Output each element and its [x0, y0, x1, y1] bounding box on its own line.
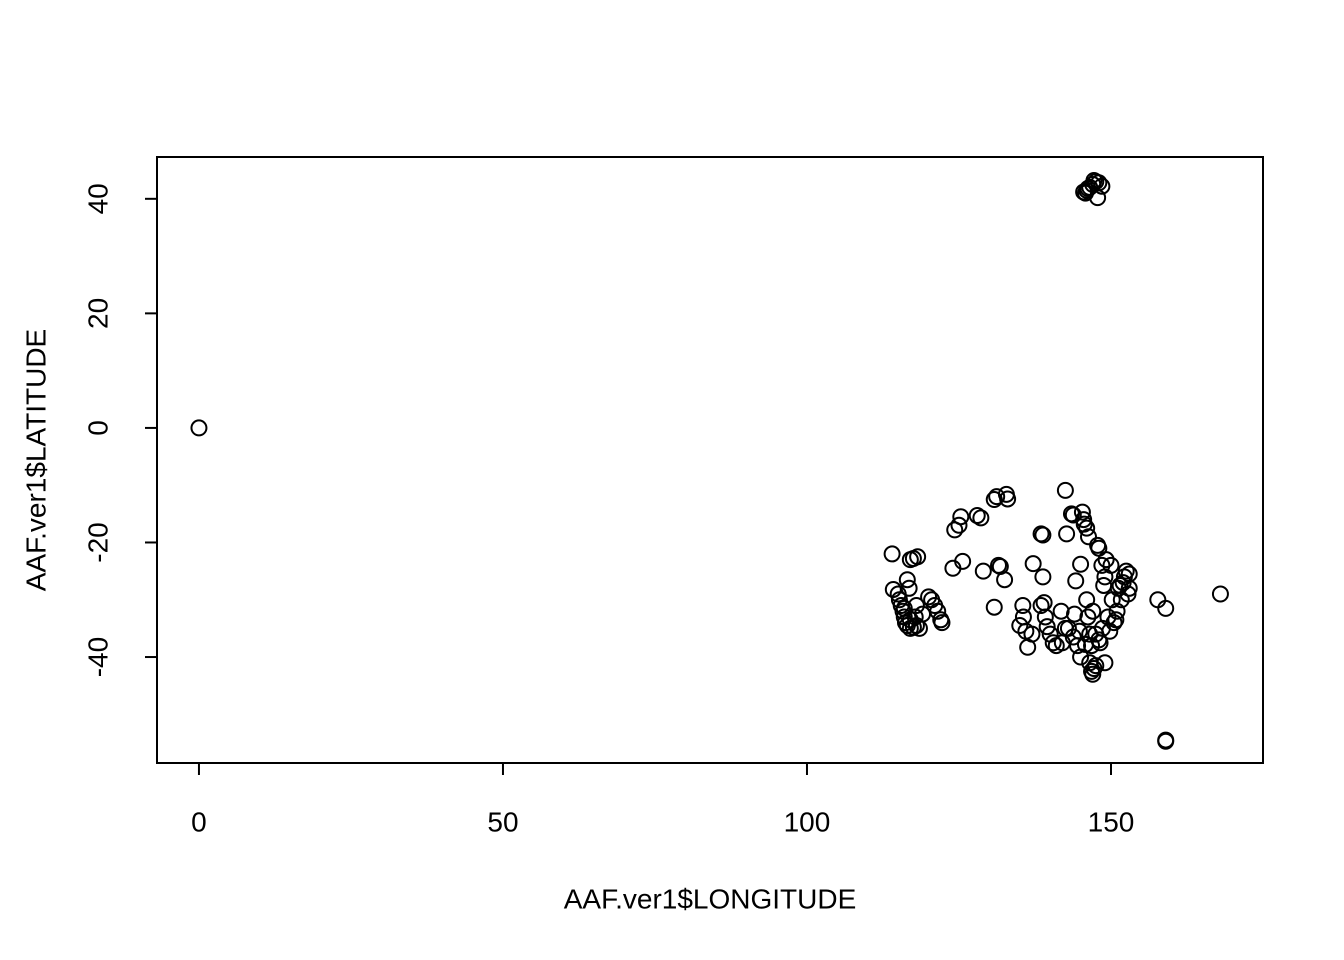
x-axis-label: AAF.ver1$LONGITUDE [564, 883, 857, 914]
point [907, 596, 925, 614]
point [1149, 591, 1167, 609]
point [890, 591, 908, 609]
point [1038, 618, 1056, 636]
point [1079, 528, 1097, 546]
point [1036, 608, 1054, 626]
point [1096, 654, 1114, 672]
point [883, 545, 901, 563]
point [999, 490, 1017, 508]
point [1105, 614, 1123, 632]
point [1117, 562, 1135, 580]
point [974, 562, 992, 580]
point [1032, 596, 1050, 614]
x-tick-label: 100 [784, 806, 831, 837]
point [1011, 617, 1029, 635]
point [929, 602, 947, 620]
point [954, 552, 972, 570]
point [1058, 525, 1076, 543]
point [952, 508, 970, 526]
y-axis-label: AAF.ver1$LATITUDE [20, 329, 51, 591]
point [901, 611, 919, 629]
point [985, 598, 1003, 616]
point [909, 548, 927, 566]
point [1035, 594, 1053, 612]
point [1034, 526, 1052, 544]
point [1087, 657, 1105, 675]
point [972, 509, 990, 527]
point [1078, 591, 1096, 609]
point [920, 588, 938, 606]
point [1157, 599, 1175, 617]
point [1211, 585, 1229, 603]
point [1119, 585, 1137, 603]
point [1044, 634, 1062, 652]
point [1078, 519, 1096, 537]
point [1085, 171, 1103, 189]
point [1102, 556, 1120, 574]
point [1097, 551, 1115, 569]
y-tick-label: -40 [82, 637, 113, 677]
point [1084, 665, 1102, 683]
point [1024, 555, 1042, 573]
point [933, 614, 951, 632]
point [1064, 506, 1082, 524]
point [1107, 611, 1125, 629]
point [988, 488, 1006, 506]
point [1114, 574, 1132, 592]
x-tick-label: 50 [487, 806, 518, 837]
point [1014, 608, 1032, 626]
point [1056, 481, 1074, 499]
y-tick-label: 0 [82, 420, 113, 436]
point [1023, 625, 1041, 643]
x-tick-label: 0 [191, 806, 207, 837]
y-tick-label: -20 [82, 522, 113, 562]
point [898, 571, 916, 589]
point [1108, 602, 1126, 620]
point [1014, 596, 1032, 614]
point [1157, 732, 1175, 750]
point [1079, 608, 1097, 626]
point [1072, 555, 1090, 573]
y-tick-label: 40 [82, 183, 113, 214]
x-tick-label: 150 [1088, 806, 1135, 837]
point [1073, 503, 1091, 521]
point [1076, 184, 1094, 202]
point [1070, 622, 1088, 640]
point [996, 571, 1014, 589]
point [1120, 565, 1138, 583]
point [1034, 568, 1052, 586]
point [900, 579, 918, 597]
point [968, 507, 986, 525]
point [950, 516, 968, 534]
point [1067, 572, 1085, 590]
point [190, 419, 208, 437]
y-tick-label: 20 [82, 298, 113, 329]
point [1084, 602, 1102, 620]
